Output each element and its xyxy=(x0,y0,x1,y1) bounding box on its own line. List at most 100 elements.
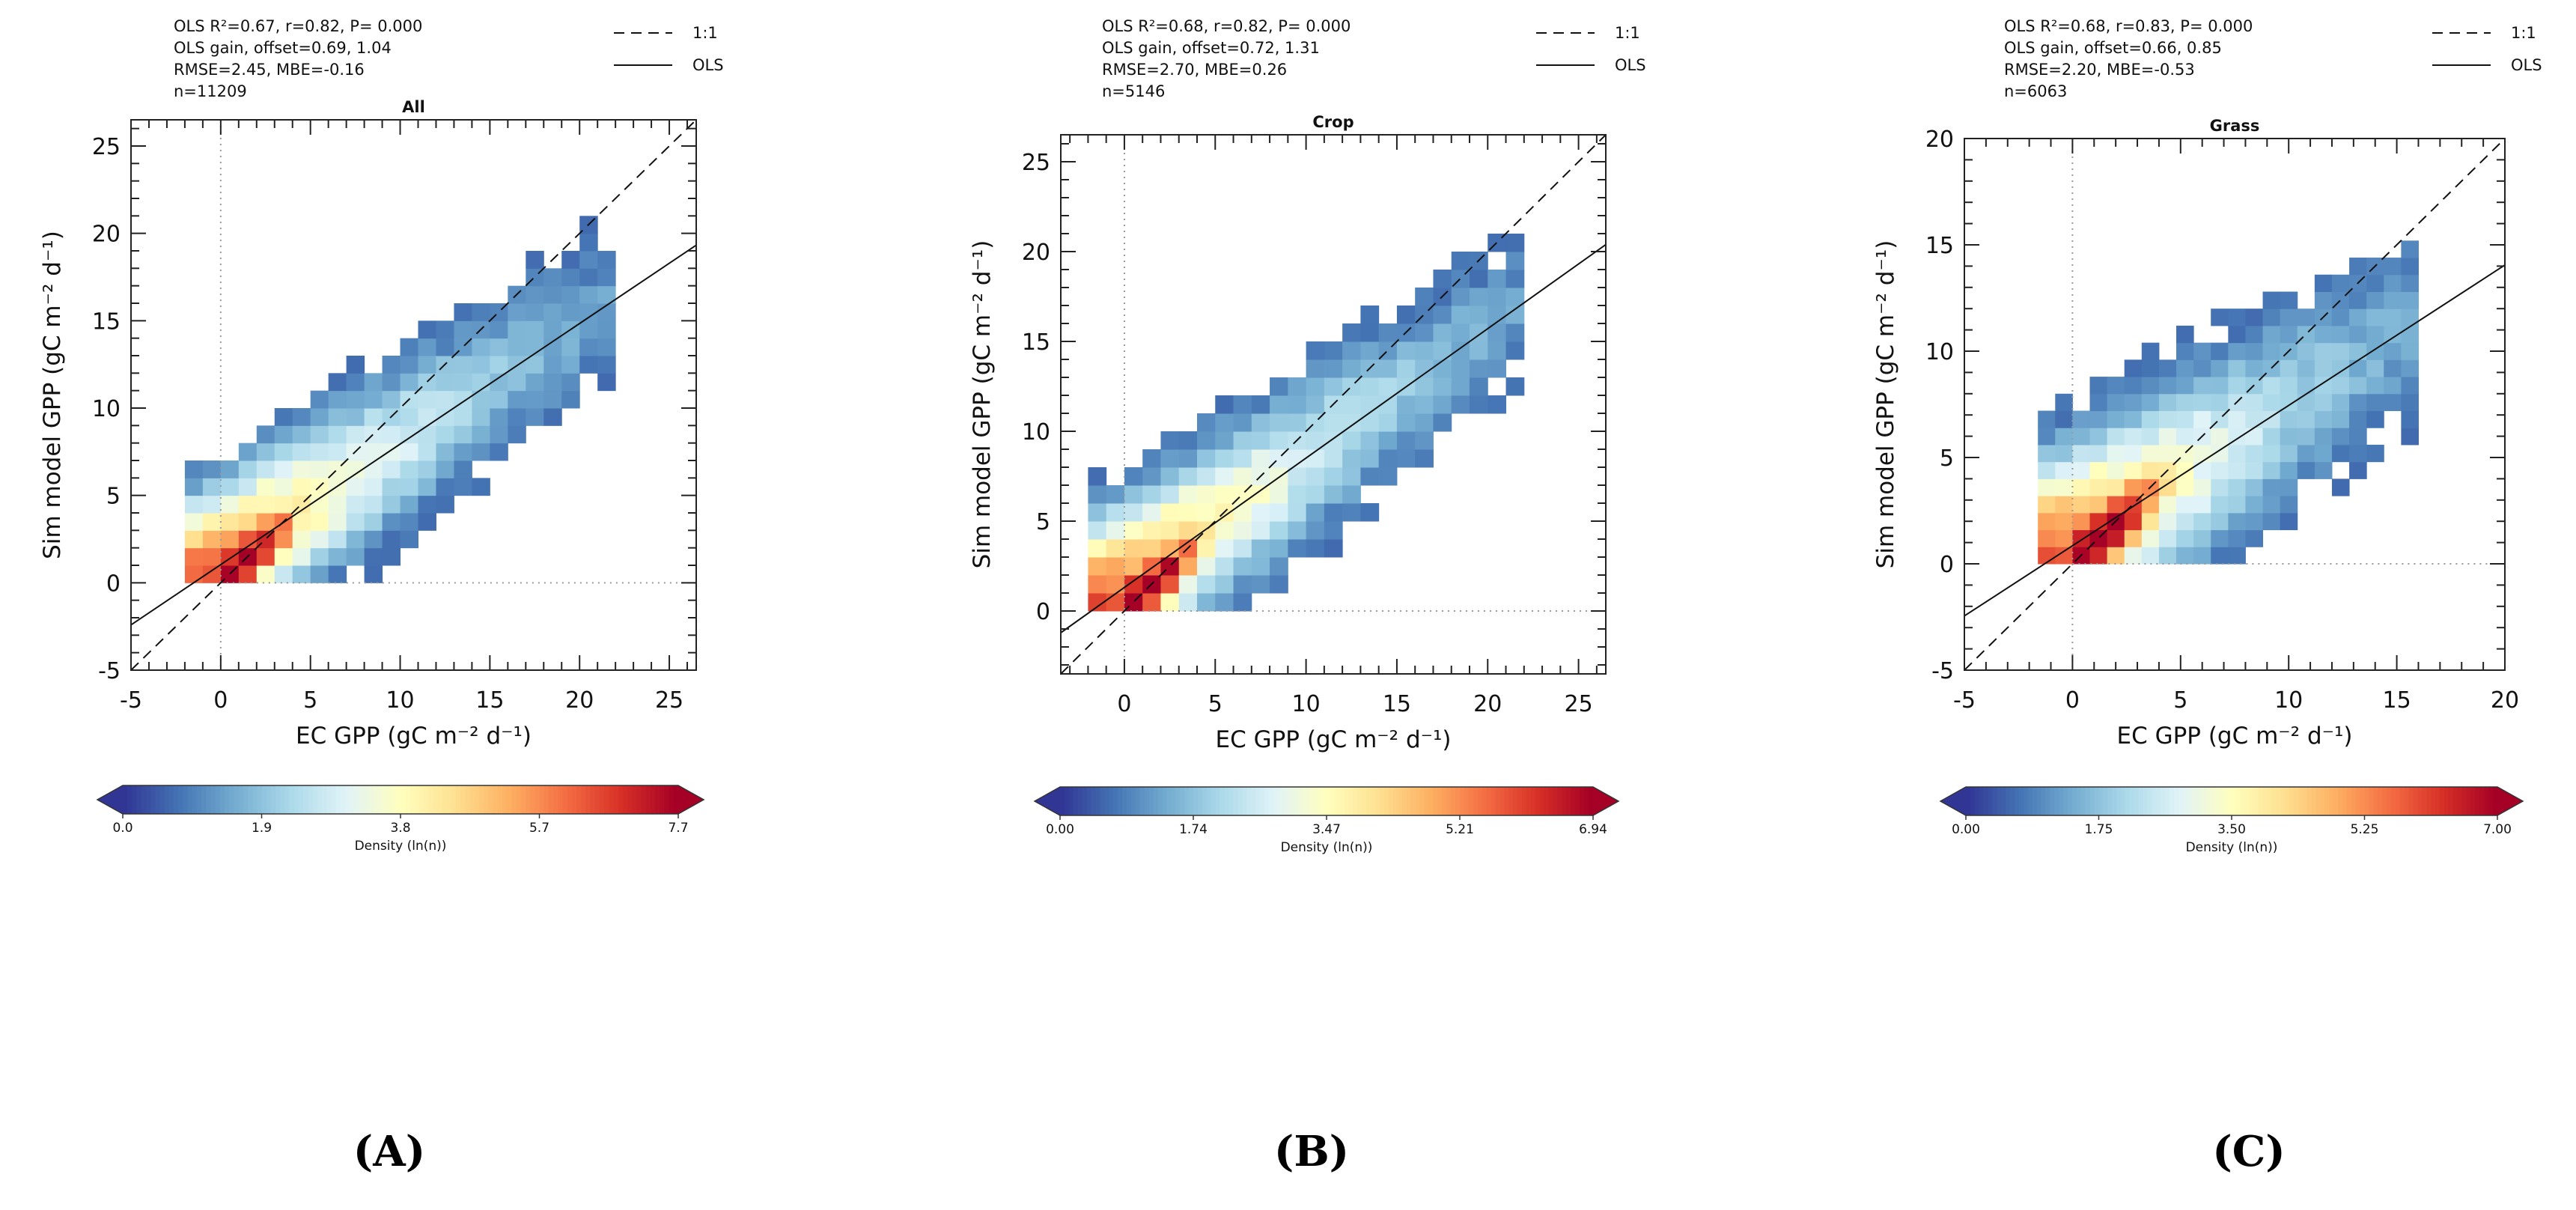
density-cell xyxy=(2038,461,2056,479)
colorbar-segment xyxy=(2378,787,2383,815)
panel-label-c: (C) xyxy=(2212,1127,2286,1176)
density-cell xyxy=(310,495,329,514)
colorbar-segment xyxy=(1109,787,1114,815)
colorbar-segment xyxy=(1495,787,1500,815)
density-cell xyxy=(2262,461,2281,479)
density-cell xyxy=(2193,393,2211,412)
density-cell xyxy=(1342,485,1361,504)
density-cell xyxy=(1160,431,1180,450)
density-cell xyxy=(1488,341,1507,360)
density-cell xyxy=(2262,377,2281,395)
density-cell xyxy=(490,390,508,409)
colorbar-segment xyxy=(1060,787,1065,815)
density-cell xyxy=(579,268,598,287)
density-cell xyxy=(202,565,222,583)
density-cell xyxy=(472,443,490,461)
colorbar-segment xyxy=(1300,787,1305,815)
density-cell xyxy=(579,285,598,304)
x-axis-label: EC GPP (gC m⁻² d⁻¹) xyxy=(2116,723,2352,750)
density-cell xyxy=(1451,377,1470,396)
colorbar-segment xyxy=(219,785,225,814)
colorbar-segment xyxy=(1237,787,1243,815)
density-cell xyxy=(238,478,258,496)
density-cell xyxy=(2401,274,2419,292)
density-cell xyxy=(2072,444,2091,463)
density-cell xyxy=(2349,410,2367,428)
colorbar-segment xyxy=(363,785,369,814)
density-cell xyxy=(2141,342,2160,360)
density-cell xyxy=(1451,359,1470,378)
density-scatter-chart-crop: 0 5 10 15 20 25 0 5 10 15 20 25 EC GPP (gC m⁻² d⁻¹) S… xyxy=(969,17,1646,855)
density-cell xyxy=(2401,325,2419,344)
y-tick-label: 5 xyxy=(1940,446,1954,472)
colorbar-segment xyxy=(1064,787,1070,815)
density-cell xyxy=(328,373,347,392)
density-cell xyxy=(2211,512,2229,531)
colorbar-segment xyxy=(2045,787,2051,815)
density-cell xyxy=(346,547,365,566)
colorbar-segment xyxy=(1530,787,1536,815)
colorbar-segment xyxy=(2094,787,2100,815)
density-cell xyxy=(2176,478,2194,496)
density-cell xyxy=(2176,512,2194,531)
colorbar-segment xyxy=(1589,787,1594,815)
density-cell xyxy=(346,530,365,549)
density-cell xyxy=(2124,461,2143,479)
density-cell xyxy=(2280,410,2298,428)
density-cell xyxy=(2349,444,2367,463)
colorbar-segment xyxy=(2470,787,2476,815)
density-cell xyxy=(1451,252,1470,270)
density-cell xyxy=(1288,467,1307,486)
density-cell xyxy=(202,530,222,549)
density-cell xyxy=(1306,467,1325,486)
density-cell xyxy=(2401,308,2419,326)
colorbar-segment xyxy=(1384,787,1389,815)
colorbar-segment xyxy=(1127,787,1132,815)
density-cell xyxy=(2141,547,2160,565)
density-cell xyxy=(2349,393,2367,412)
density-cell xyxy=(328,495,347,514)
density-cell xyxy=(184,530,204,549)
density-cell xyxy=(328,547,347,566)
density-cell xyxy=(292,425,311,444)
density-cell xyxy=(2297,393,2315,412)
colorbar-segment xyxy=(1220,787,1225,815)
colorbar-segment xyxy=(1486,787,1492,815)
colorbar-segment xyxy=(576,785,582,814)
density-cell xyxy=(454,373,472,392)
colorbar-segment xyxy=(664,785,670,814)
panel-label-a: (A) xyxy=(353,1127,426,1176)
density-cell xyxy=(2228,547,2246,565)
density-cell xyxy=(2124,529,2143,547)
colorbar-segment xyxy=(1122,787,1127,815)
density-cell xyxy=(1197,431,1216,450)
density-cell xyxy=(543,373,562,392)
density-cell xyxy=(1433,323,1452,342)
colorbar-segment xyxy=(2302,787,2308,815)
stats-line: OLS gain, offset=0.69, 1.04 xyxy=(174,39,392,57)
density-cell xyxy=(2245,393,2264,412)
colorbar-segment xyxy=(2068,787,2073,815)
density-cell xyxy=(1142,593,1161,612)
density-cell xyxy=(1396,449,1416,468)
density-cell xyxy=(2401,410,2419,428)
colorbar-segment xyxy=(493,785,499,814)
density-cell xyxy=(1233,413,1252,432)
density-cell xyxy=(2331,377,2350,395)
density-cell xyxy=(2176,529,2194,547)
density-cell xyxy=(400,425,418,444)
colorbar-segment xyxy=(1380,787,1385,815)
density-cell xyxy=(256,513,275,531)
colorbar-segment xyxy=(1442,787,1447,815)
density-cell xyxy=(454,478,472,496)
density-cell xyxy=(1270,575,1288,594)
density-cell xyxy=(256,460,275,478)
density-cell xyxy=(1470,305,1488,324)
density-cell xyxy=(1251,503,1270,522)
density-cell xyxy=(2262,325,2281,344)
density-cell xyxy=(2314,428,2333,446)
colorbar-segment xyxy=(280,785,286,814)
x-tick-label: 5 xyxy=(303,687,317,714)
density-cell xyxy=(382,373,401,392)
density-cell xyxy=(1233,575,1252,594)
